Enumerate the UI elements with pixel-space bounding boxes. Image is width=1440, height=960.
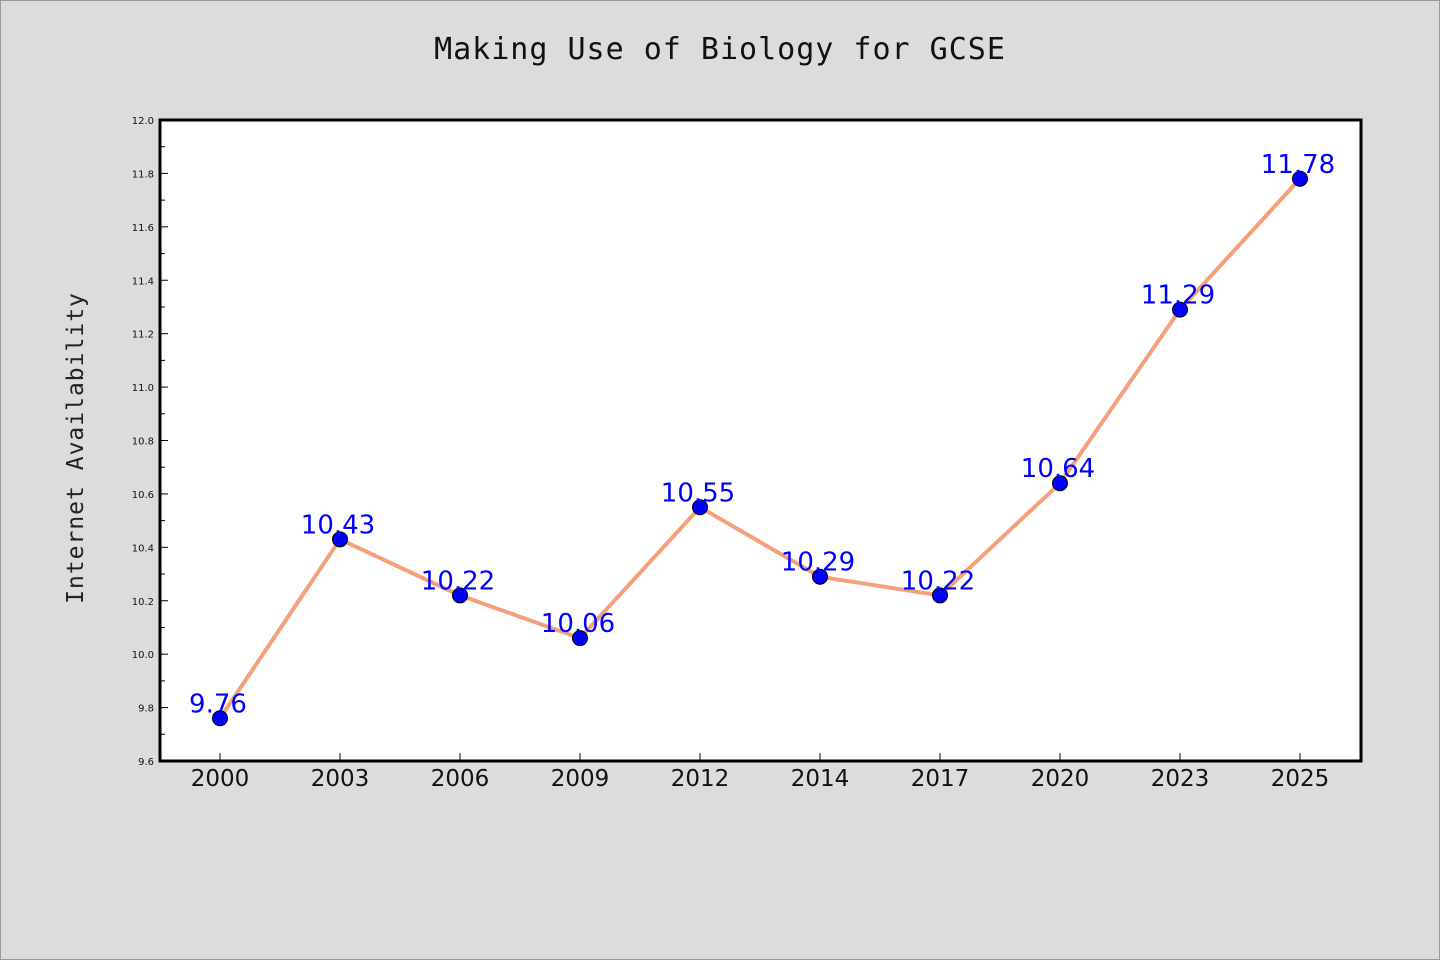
- data-point: [1172, 301, 1188, 318]
- data-point: [1292, 170, 1308, 187]
- x-tick-label: 2006: [431, 766, 490, 792]
- x-tick-label: 2009: [551, 766, 610, 792]
- data-point: [1052, 475, 1068, 492]
- data-labels: 9.76 10.43 10.22 10.06 10.55 10.29 10.22 10.64 1…: [189, 150, 1335, 720]
- y-tick-label: 9.8: [138, 704, 154, 715]
- data-label: 10.22: [901, 566, 975, 596]
- y-tick-label: 10.4: [132, 543, 154, 554]
- data-label: 11.78: [1261, 150, 1335, 180]
- data-label: 10.06: [541, 609, 615, 639]
- x-tick-label: 2020: [1031, 766, 1090, 792]
- x-tick-label: 2014: [791, 766, 850, 792]
- y-tick-label: 9.6: [138, 757, 154, 768]
- series-line: [218, 177, 1302, 720]
- y-tick-label: 11.6: [132, 223, 154, 234]
- x-axis: 2000 2003 2006 2009 2012 2014 2017 2020 2023 2025: [191, 753, 1330, 792]
- x-tick-label: 2012: [671, 766, 730, 792]
- data-point: [932, 587, 948, 604]
- y-axis: 9.6 9.8 10.0 10.2 10.4 10.6 10.8 11.0 11.2 11.4 11…: [132, 116, 168, 768]
- data-label: 10.55: [661, 478, 735, 508]
- data-label: 10.29: [781, 548, 855, 578]
- y-tick-label: 11.8: [132, 169, 154, 180]
- data-markers: [212, 170, 1308, 727]
- data-point: [452, 587, 468, 604]
- y-tick-label: 10.2: [132, 597, 154, 608]
- y-tick-label: 11.4: [132, 276, 154, 287]
- data-point: [812, 568, 828, 585]
- y-tick-label: 11.2: [132, 330, 154, 341]
- chart-title: Making Use of Biology for GCSE: [434, 32, 1006, 67]
- data-point: [572, 630, 588, 647]
- data-point: [692, 499, 708, 516]
- data-label: 10.22: [421, 566, 495, 596]
- x-tick-label: 2003: [311, 766, 370, 792]
- data-point: [212, 710, 228, 727]
- y-tick-label: 10.8: [132, 437, 154, 448]
- y-tick-label: 10.6: [132, 490, 154, 501]
- x-tick-label: 2000: [191, 766, 250, 792]
- x-tick-label: 2017: [911, 766, 970, 792]
- plot-area: [158, 118, 1363, 763]
- y-tick-label: 10.0: [132, 650, 154, 661]
- data-label: 10.43: [301, 510, 375, 540]
- data-point: [332, 531, 348, 548]
- x-tick-label: 2023: [1151, 766, 1210, 792]
- data-label: 9.76: [189, 689, 247, 719]
- y-tick-label: 11.0: [132, 383, 154, 394]
- y-tick-label: 12.0: [132, 116, 154, 127]
- data-label: 10.64: [1021, 454, 1095, 484]
- x-tick-label: 2025: [1271, 766, 1330, 792]
- data-label: 11.29: [1141, 281, 1215, 311]
